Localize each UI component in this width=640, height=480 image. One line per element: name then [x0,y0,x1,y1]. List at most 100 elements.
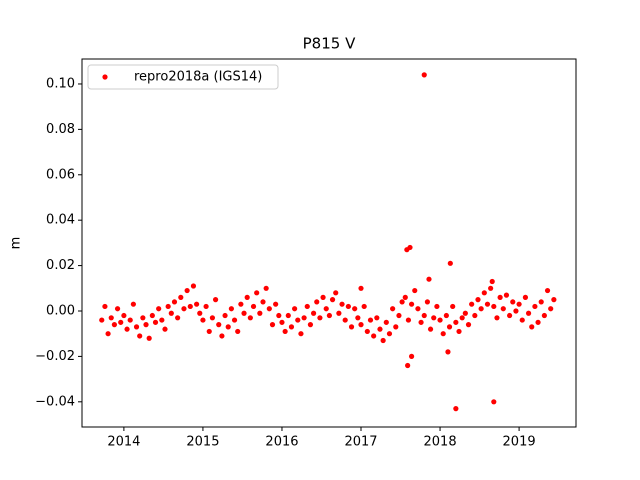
legend-marker [102,74,108,80]
point [216,322,222,328]
point [345,303,351,310]
point [114,306,121,312]
point [503,292,510,298]
point [408,301,415,307]
point [108,315,114,321]
point [399,299,405,305]
point [143,322,149,328]
point [295,317,301,323]
point [266,306,272,312]
point [175,315,181,321]
point [377,326,383,332]
point [431,315,437,321]
point [491,399,497,405]
point [522,294,529,300]
point [235,328,241,335]
point [374,315,380,321]
point [247,315,253,321]
point [124,326,130,332]
point [415,306,421,312]
point [396,312,402,319]
x-tick-label: 2019 [503,435,536,450]
point [159,317,165,323]
point [548,306,554,312]
point [538,299,544,305]
point [133,324,140,330]
point [426,276,432,282]
point [279,319,285,325]
point [209,315,216,321]
legend-label: repro2018a (IGS14) [134,70,262,85]
point [317,315,323,321]
point [250,303,257,310]
chart-title: P815 V [303,35,356,53]
point [171,299,178,305]
point [323,306,329,312]
point [339,301,345,307]
point [348,324,355,330]
point [156,306,162,312]
point [292,306,298,312]
point [507,312,513,319]
point [320,294,326,300]
point [488,285,494,291]
x-tick-label: 2015 [186,435,219,450]
point [465,322,472,328]
point [371,333,377,339]
point [130,301,136,307]
y-tick-label: −0.04 [35,394,75,409]
point [386,331,393,337]
x-tick-label: 2017 [344,435,377,450]
point [282,328,288,335]
point [241,310,247,316]
point [288,324,295,330]
point [402,294,408,300]
point [257,310,263,316]
point [333,290,339,296]
point [273,301,279,307]
point [525,310,532,316]
point [187,303,193,310]
point [367,317,374,323]
point [127,317,133,323]
y-tick-label: 0.04 [46,213,75,228]
point [497,294,503,300]
point [405,317,412,323]
point [434,303,440,310]
y-tick-label: 0.08 [46,122,75,137]
y-tick-label: 0.06 [46,167,75,182]
point [225,324,231,330]
point [121,312,127,319]
point [383,319,389,325]
point [459,315,465,321]
point [440,331,446,337]
point [111,322,118,328]
point [443,312,449,319]
point [516,301,522,307]
point [450,303,456,310]
point [276,312,282,319]
point [336,310,342,316]
point [380,337,386,344]
y-tick-label: 0.00 [46,303,75,318]
point [447,260,453,266]
point [197,310,203,316]
point [219,333,225,339]
point [358,285,364,291]
point [446,324,453,330]
point [238,301,244,307]
point [304,303,310,310]
y-axis-label: m [9,237,24,250]
point [118,319,124,325]
point [421,72,427,78]
point [437,317,443,323]
y-tick-label: 0.10 [46,76,75,91]
point [326,312,332,319]
point [314,299,320,305]
point [102,303,108,310]
point [462,310,468,316]
point [203,303,209,310]
point [212,297,219,303]
